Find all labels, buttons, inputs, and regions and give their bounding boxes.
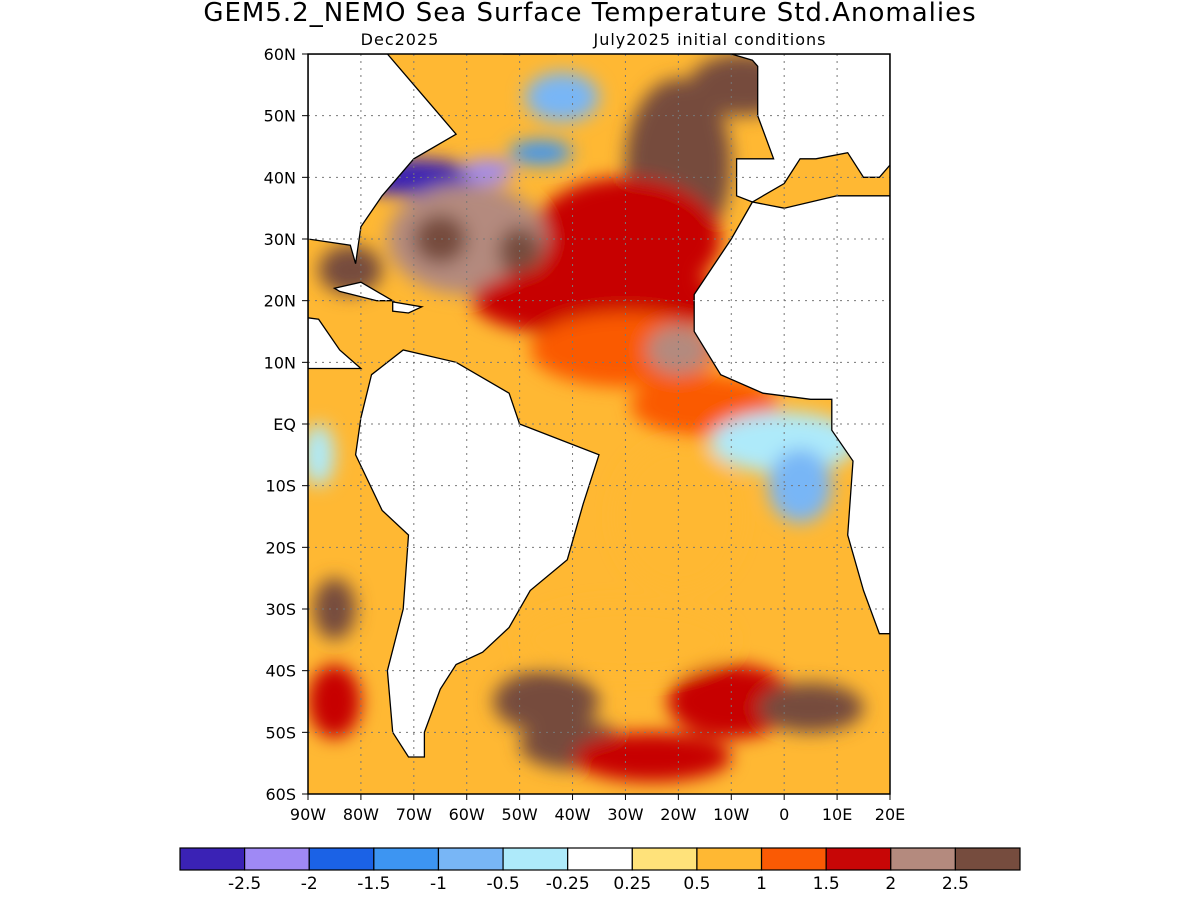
- map-plot-area: [308, 54, 890, 794]
- lat-tick-label: 50S: [265, 723, 296, 742]
- colorbar-label: 0.25: [613, 874, 651, 894]
- lat-tick-label: 50N: [264, 107, 296, 126]
- anomaly-region-3: [509, 140, 573, 166]
- longitude-axis: 90W 80W 70W 60W 50W 40W 30W 20W 10W 0 10E 20E: [290, 794, 905, 824]
- land-central-america: [308, 239, 363, 370]
- anomaly-region-18: [519, 602, 732, 677]
- lon-tick-label: 40W: [554, 805, 590, 824]
- colorbar-label: 2: [885, 874, 896, 894]
- lon-tick-label: 90W: [290, 805, 326, 824]
- colorbar-swatch: [760, 847, 827, 871]
- lon-tick-label: 30W: [607, 805, 643, 824]
- colorbar-swatch: [179, 847, 246, 871]
- lon-tick-label: 10W: [713, 805, 749, 824]
- colorbar-swatch: [954, 847, 1021, 871]
- colorbar-label: -0.5: [486, 874, 519, 894]
- anomaly-region-26: [308, 424, 335, 486]
- land-greenland: [502, 54, 557, 55]
- anomaly-region-19: [493, 670, 599, 733]
- colorbar-swatch: [890, 847, 956, 871]
- colorbar-label: -1.5: [357, 874, 390, 894]
- lat-tick-label: 40N: [264, 168, 296, 187]
- subtitle-initial-conditions: July2025 initial conditions: [593, 30, 827, 49]
- anomaly-region-8: [413, 214, 467, 264]
- lon-tick-label: 0: [779, 805, 789, 824]
- dotted-gridlines: [308, 54, 890, 794]
- colorbar-label: -2.5: [228, 874, 261, 894]
- lon-tick-label: 80W: [343, 805, 379, 824]
- latitude-axis: 60N 50N 40N 30N 20N 10N EQ 10S 20S 30S 40S 50S 60S: [264, 45, 308, 804]
- colorbar-label: 1.5: [813, 874, 840, 894]
- colorbar-label: -1: [430, 874, 447, 894]
- land-africa: [693, 195, 890, 635]
- lat-tick-label: 30N: [264, 230, 296, 249]
- anomaly-region-2: [524, 72, 599, 122]
- lat-tick-label: 20S: [265, 538, 296, 557]
- colorbar-swatch: [825, 847, 892, 871]
- colorbar-swatch: [308, 847, 375, 871]
- anomaly-region-13: [318, 245, 383, 295]
- colorbar-label: 1: [756, 874, 767, 894]
- lon-tick-label: 20E: [875, 805, 905, 824]
- colorbar-label: 0.5: [683, 874, 710, 894]
- lon-tick-label: 10E: [822, 805, 852, 824]
- lon-tick-label: 50W: [502, 805, 538, 824]
- land-europe: [731, 54, 890, 203]
- colorbar-swatch: [373, 847, 440, 871]
- colorbar-swatch: [696, 847, 763, 871]
- lat-tick-label: 30S: [265, 600, 296, 619]
- colorbar-swatch: [244, 847, 310, 871]
- colorbar-swatch: [631, 847, 698, 871]
- colorbar-swatch: [437, 847, 504, 871]
- land-cuba: [332, 281, 396, 302]
- colorbar: -2.5 -2 -1.5 -1 -0.5 -0.25 0.25 0.5 1 1.5 2 2.5: [179, 847, 1021, 894]
- anomaly-region-15: [710, 411, 859, 474]
- lon-tick-label: 70W: [396, 805, 432, 824]
- colorbar-swatch: [502, 847, 569, 871]
- anomaly-region-20: [667, 664, 795, 739]
- subtitle-month: Dec2025: [361, 30, 440, 49]
- lat-tick-label: 60N: [264, 45, 296, 64]
- colorbar-label: -0.25: [546, 874, 590, 894]
- land-south-america: [354, 349, 600, 758]
- lat-tick-label: 10S: [265, 477, 296, 496]
- lat-tick-label: 60S: [265, 785, 296, 804]
- land-masses: [308, 54, 890, 758]
- lat-tick-label: 20N: [264, 292, 296, 311]
- land-hispaniola: [392, 301, 424, 314]
- lon-tick-label: 20W: [660, 805, 696, 824]
- lat-tick-label: 40S: [265, 662, 296, 681]
- anomaly-region-25: [308, 664, 361, 739]
- land-north-america: [308, 54, 458, 264]
- lat-tick-label: 10N: [264, 353, 296, 372]
- lon-tick-label: 60W: [449, 805, 485, 824]
- colorbar-label: 2.5: [942, 874, 969, 894]
- figure-title: GEM5.2_NEMO Sea Surface Temperature Std.…: [203, 0, 976, 28]
- anomaly-region-21: [757, 683, 864, 733]
- anomaly-field: [308, 54, 864, 782]
- colorbar-label: -2: [301, 874, 318, 894]
- anomaly-region-24: [313, 578, 356, 640]
- lat-tick-label: EQ: [273, 415, 296, 434]
- colorbar-swatch: [567, 847, 633, 871]
- anomaly-region-1: [461, 158, 515, 184]
- anomaly-region-23: [572, 732, 732, 782]
